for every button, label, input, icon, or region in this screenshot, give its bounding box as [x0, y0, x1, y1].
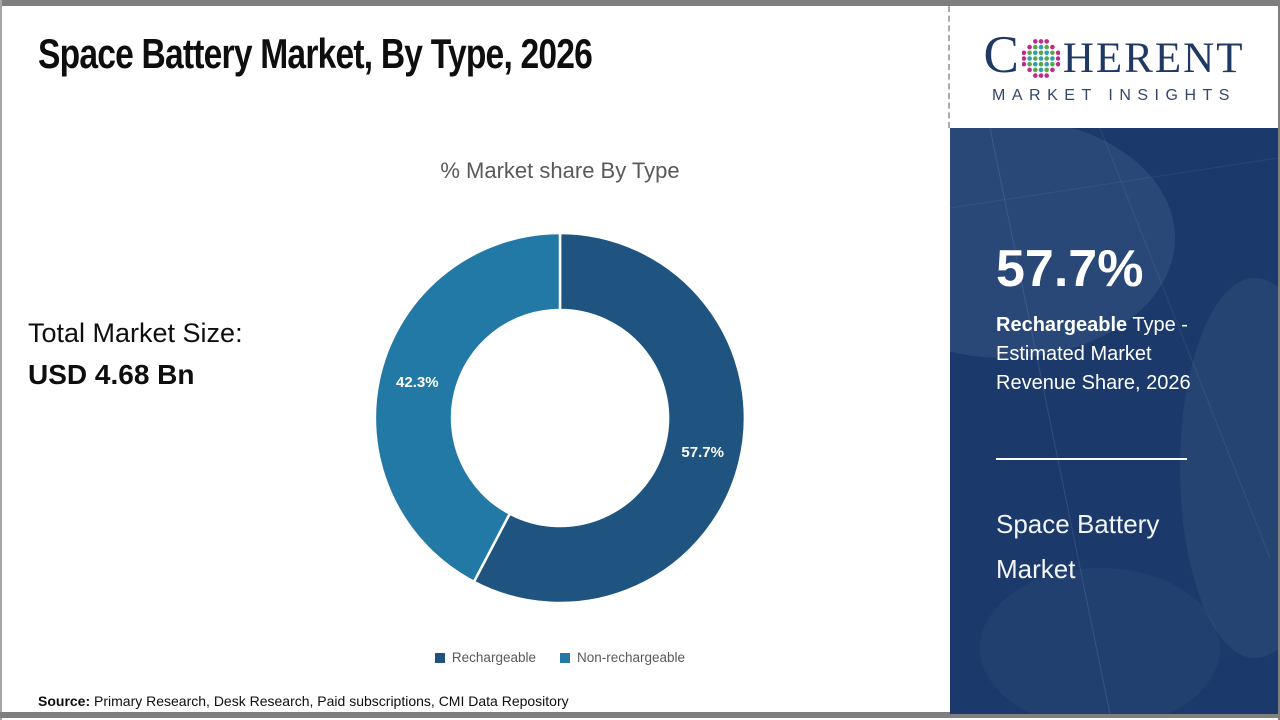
brand-logo-block: C HERENT MARKET INSIGHTS: [948, 6, 1278, 128]
legend-item-non-rechargeable: Non-rechargeable: [559, 650, 686, 665]
donut-slice-non-rechargeable: [375, 233, 562, 584]
donut-chart: 57.7% 42.3%: [375, 233, 745, 603]
total-market-size-block: Total Market Size: USD 4.68 Bn: [28, 318, 243, 391]
source-line: Source: Primary Research, Desk Research,…: [38, 693, 569, 709]
total-market-size-label: Total Market Size:: [28, 318, 243, 348]
page-title: Space Battery Market, By Type, 2026: [38, 30, 593, 77]
legend-swatch-rechargeable-icon: [434, 652, 445, 663]
donut-slice-rechargeable: [472, 233, 745, 603]
legend-label-non-rechargeable: Non-rechargeable: [576, 650, 686, 665]
sidebar-stat-segment: Rechargeable: [996, 314, 1128, 336]
chart-title: % Market share By Type: [440, 158, 680, 183]
source-text: Primary Research, Desk Research, Paid su…: [90, 693, 569, 709]
source-label: Source:: [38, 693, 91, 709]
sidebar-stat-description: Rechargeable Type - Estimated Market Rev…: [996, 311, 1224, 398]
sidebar-market-name: Space Battery Market: [996, 509, 1160, 584]
sidebar-stat-rest: Type - Estimated Market Revenue Share, 2…: [996, 314, 1191, 394]
total-market-size-value: USD 4.68 Bn: [28, 359, 195, 390]
top-border-bar: [0, 0, 1280, 6]
legend-label-rechargeable: Rechargeable: [451, 650, 536, 665]
right-border-line: [1278, 0, 1280, 720]
globe-dots-icon: [1021, 39, 1060, 78]
slice-label-rechargeable: 57.7%: [681, 444, 724, 461]
brand-subtitle: MARKET INSIGHTS: [992, 87, 1236, 104]
brand-letter-c: C: [983, 26, 1019, 84]
chart-legend: Rechargeable Non-rechargeable: [300, 650, 820, 665]
bottom-border-bar: [0, 712, 1280, 718]
legend-item-rechargeable: Rechargeable: [434, 650, 536, 665]
sidebar-stat-value: 57.7%: [996, 240, 1144, 298]
legend-swatch-non-rechargeable-icon: [559, 652, 570, 663]
sidebar-divider: [996, 458, 1187, 460]
left-border-line: [0, 0, 2, 720]
right-sidebar: 57.7% Rechargeable Type - Estimated Mark…: [950, 128, 1278, 714]
brand-wordmark: C HERENT: [984, 29, 1245, 82]
brand-letters-herent: HERENT: [1062, 35, 1245, 82]
slice-label-non-rechargeable: 42.3%: [396, 374, 439, 391]
world-map-texture: [950, 128, 1278, 714]
